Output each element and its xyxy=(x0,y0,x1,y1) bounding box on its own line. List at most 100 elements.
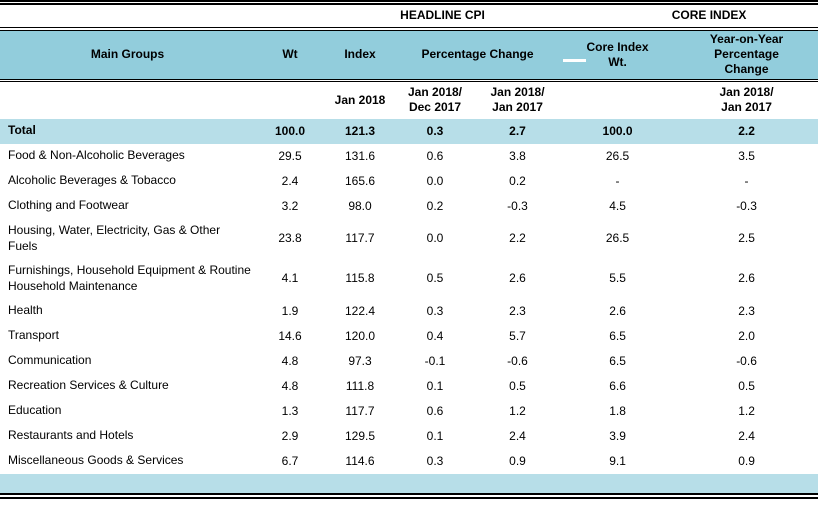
cell-wt: 1.9 xyxy=(281,303,299,318)
cell-wt: 3.2 xyxy=(281,198,299,213)
row-label: Transport xyxy=(8,328,59,343)
cell-mom-change: 0.6 xyxy=(426,148,444,163)
table-row: Health 1.9 122.4 0.3 2.3 2.6 2.3 xyxy=(0,298,818,324)
row-label: Miscellaneous Goods & Services xyxy=(8,453,184,468)
cell-core-yoy-change: -0.3 xyxy=(736,198,757,213)
cell-core-wt: - xyxy=(615,173,620,188)
table-row: Restaurants and Hotels 2.9 129.5 0.1 2.4… xyxy=(0,423,818,449)
row-label: Food & Non-Alcoholic Beverages xyxy=(8,148,185,163)
cell-core-wt: 3.9 xyxy=(609,428,626,443)
row-label: Alcoholic Beverages & Tobacco xyxy=(8,173,176,188)
row-label: Communication xyxy=(8,353,92,368)
group-header-row: HEADLINE CPI CORE INDEX xyxy=(0,2,818,31)
total-mom-change: 0.3 xyxy=(426,123,444,138)
table-row: Housing, Water, Electricity, Gas & Other… xyxy=(0,218,818,259)
cell-core-wt: 9.1 xyxy=(609,453,626,468)
table-row: Education 1.3 117.7 0.6 1.2 1.8 1.2 xyxy=(0,398,818,424)
cell-index: 117.7 xyxy=(345,231,375,245)
headline-cpi-header: HEADLINE CPI xyxy=(325,2,561,31)
cell-yoy-change: 5.7 xyxy=(509,328,526,343)
table-row: Clothing and Footwear 3.2 98.0 0.2 -0.3 … xyxy=(0,193,818,219)
row-label: Housing, Water, Electricity, Gas & Other… xyxy=(8,222,221,253)
cell-index: 114.6 xyxy=(345,453,375,468)
cell-core-yoy-change: 2.0 xyxy=(738,328,755,343)
cell-yoy-change: 0.2 xyxy=(509,173,526,188)
cell-core-wt: 6.6 xyxy=(609,378,626,393)
cell-index: 117.7 xyxy=(345,403,375,418)
cell-yoy-change: 2.2 xyxy=(509,231,526,245)
cell-mom-change: 0.3 xyxy=(426,453,444,468)
cell-core-yoy-change: 1.2 xyxy=(738,403,755,418)
cell-core-yoy-change: 3.5 xyxy=(738,148,755,163)
cell-index: 129.5 xyxy=(344,428,376,443)
yoy-percentage-change-header: Year-on-Year Percentage Change xyxy=(675,28,818,82)
table-row: Transport 14.6 120.0 0.4 5.7 6.5 2.0 xyxy=(0,323,818,349)
table-row: Miscellaneous Goods & Services 6.7 114.6… xyxy=(0,448,818,474)
cell-core-yoy-change: -0.6 xyxy=(736,353,757,368)
row-label: Furnishings, Household Equipment & Routi… xyxy=(8,262,251,293)
period-spacer xyxy=(560,81,675,119)
core-index-header: CORE INDEX xyxy=(560,2,818,31)
total-row-label: Total xyxy=(8,123,36,138)
cell-index: 131.6 xyxy=(344,148,376,163)
cell-yoy-change: 0.5 xyxy=(509,378,526,393)
mom-period-header: Jan 2018/ Dec 2017 xyxy=(407,85,463,115)
yoy-period-header: Jan 2018/ Jan 2017 xyxy=(490,85,545,115)
cell-index: 120.0 xyxy=(344,328,376,343)
footer-band-cell xyxy=(0,474,818,496)
cell-core-yoy-change: 2.4 xyxy=(738,428,755,443)
header-divider-dash xyxy=(563,59,586,62)
cell-core-wt: 6.5 xyxy=(609,353,626,368)
cell-core-yoy-change: 0.9 xyxy=(738,453,755,468)
total-core-wt: 100.0 xyxy=(602,123,633,138)
cell-yoy-change: 2.6 xyxy=(509,271,526,285)
cell-mom-change: 0.3 xyxy=(426,303,444,318)
total-row: Total 100.0 121.3 0.3 2.7 100.0 2.2 xyxy=(0,118,818,144)
cell-index: 98.0 xyxy=(348,198,372,213)
column-header-row: Main Groups Wt Index Percentage Change C… xyxy=(0,28,818,82)
group-header-spacer xyxy=(0,2,325,31)
cell-yoy-change: -0.3 xyxy=(507,198,528,213)
cell-mom-change: 0.4 xyxy=(426,328,444,343)
cell-mom-change: 0.1 xyxy=(426,428,444,443)
core-index-wt-header: Core Index Wt. xyxy=(560,28,676,82)
cell-wt: 14.6 xyxy=(278,328,302,343)
table-row: Recreation Services & Culture 4.8 111.8 … xyxy=(0,373,818,399)
total-index: 121.3 xyxy=(344,123,376,138)
cell-mom-change: -0.1 xyxy=(424,353,446,368)
cell-core-wt: 26.5 xyxy=(605,148,630,163)
table-row: Furnishings, Household Equipment & Routi… xyxy=(0,258,818,299)
row-label: Recreation Services & Culture xyxy=(8,378,169,393)
cell-mom-change: 0.1 xyxy=(426,378,444,393)
main-groups-header: Main Groups xyxy=(0,28,255,82)
cell-core-wt: 26.5 xyxy=(605,231,630,245)
row-label: Education xyxy=(8,403,62,418)
period-spacer xyxy=(255,81,325,119)
index-header: Index xyxy=(325,28,395,82)
cell-wt: 29.5 xyxy=(278,148,302,163)
cell-wt: 23.8 xyxy=(278,231,302,245)
cell-mom-change: 0.2 xyxy=(426,198,444,213)
cell-core-wt: 6.5 xyxy=(609,328,626,343)
table-row: Communication 4.8 97.3 -0.1 -0.6 6.5 -0.… xyxy=(0,348,818,374)
row-label: Clothing and Footwear xyxy=(8,198,129,213)
cell-yoy-change: 3.8 xyxy=(509,148,526,163)
core-yoy-period-header: Jan 2018/ Jan 2017 xyxy=(719,85,774,115)
cell-mom-change: 0.5 xyxy=(426,271,444,285)
cell-wt: 4.1 xyxy=(281,271,299,285)
row-label: Restaurants and Hotels xyxy=(8,428,134,443)
cell-mom-change: 0.0 xyxy=(426,173,444,188)
cell-index: 165.6 xyxy=(344,173,376,188)
cell-yoy-change: -0.6 xyxy=(507,353,528,368)
table-row: Alcoholic Beverages & Tobacco 2.4 165.6 … xyxy=(0,168,818,194)
table-row: Food & Non-Alcoholic Beverages 29.5 131.… xyxy=(0,143,818,169)
footer-band xyxy=(0,473,818,496)
cell-index: 115.8 xyxy=(345,271,375,285)
cell-core-wt: 1.8 xyxy=(609,403,626,418)
cell-index: 122.4 xyxy=(344,303,376,318)
cell-yoy-change: 1.2 xyxy=(509,403,526,418)
cell-core-yoy-change: 0.5 xyxy=(738,378,755,393)
cell-core-wt: 4.5 xyxy=(609,198,626,213)
cell-wt: 4.8 xyxy=(281,378,299,393)
